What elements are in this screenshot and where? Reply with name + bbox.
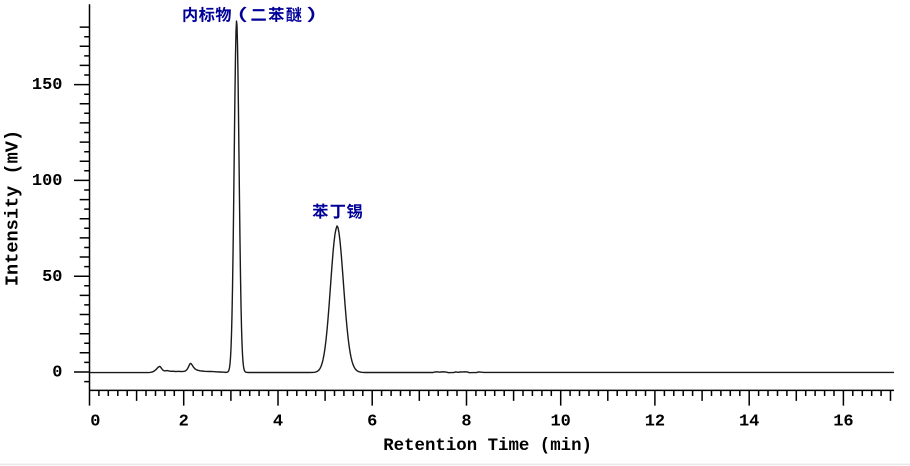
svg-text:10: 10 <box>550 413 570 432</box>
svg-text:16: 16 <box>833 413 853 432</box>
svg-text:50: 50 <box>42 268 62 287</box>
svg-text:2: 2 <box>179 413 189 432</box>
svg-text:14: 14 <box>739 413 759 432</box>
svg-text:0: 0 <box>90 413 100 432</box>
svg-text:12: 12 <box>645 413 665 432</box>
svg-text:100: 100 <box>32 172 63 191</box>
svg-text:Retention Time (min): Retention Time (min) <box>383 437 592 456</box>
svg-text:6: 6 <box>367 413 377 432</box>
svg-text:8: 8 <box>461 413 471 432</box>
svg-text:4: 4 <box>273 413 283 432</box>
svg-text:150: 150 <box>32 76 63 95</box>
svg-text:Intensity (mV): Intensity (mV) <box>3 130 24 286</box>
svg-text:0: 0 <box>52 364 62 383</box>
